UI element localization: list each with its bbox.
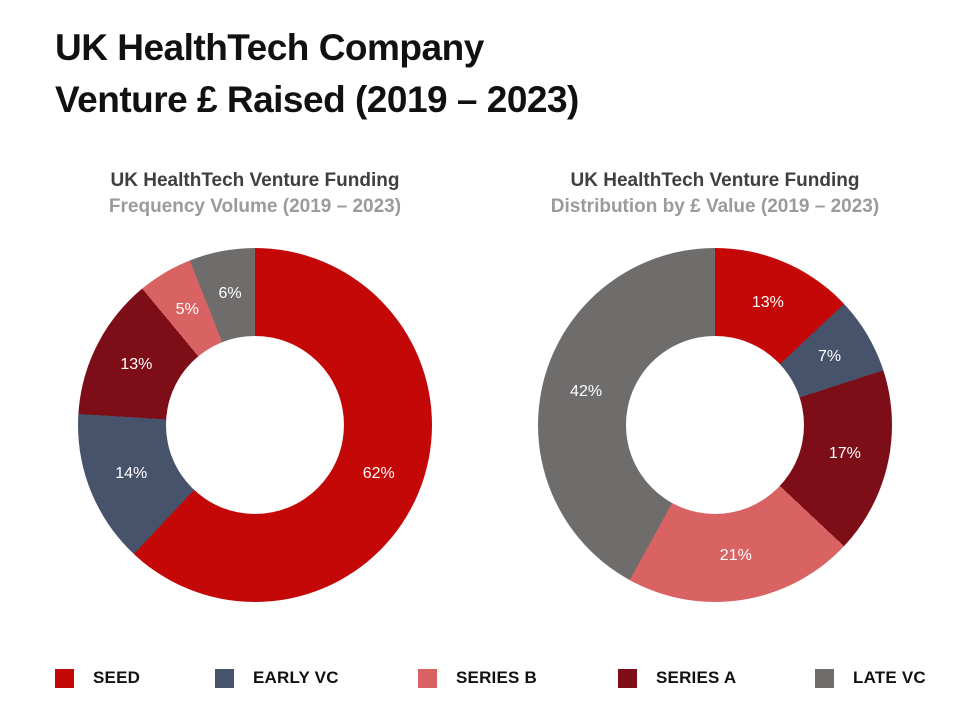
slice-label: 13% xyxy=(751,293,784,311)
slice-label: 42% xyxy=(570,382,603,400)
chart-title-value-line1: UK HealthTech Venture Funding xyxy=(570,170,860,191)
legend-item-seed: SEED xyxy=(55,664,140,692)
slide-title-line1: UK HealthTech Company xyxy=(55,27,484,68)
slice-label: 17% xyxy=(828,445,861,463)
legend-swatch-late-vc xyxy=(815,668,834,688)
slide-title: UK HealthTech Company Venture £ Raised (… xyxy=(55,22,915,126)
slide-title-line2: Venture £ Raised (2019 – 2023) xyxy=(55,79,579,120)
chart-title-frequency-line1: UK HealthTech Venture Funding xyxy=(110,170,400,191)
legend-swatch-early-vc xyxy=(215,668,234,688)
slice-label: 14% xyxy=(115,464,148,482)
legend-item-late-vc: LATE VC xyxy=(815,664,926,692)
slice-label: 13% xyxy=(120,355,153,373)
donut-chart-value: 13% 7% 17% 21% 42% xyxy=(538,248,892,602)
legend-item-early-vc: EARLY VC xyxy=(215,664,339,692)
legend-swatch-series-b xyxy=(418,668,437,688)
slice-label: 62% xyxy=(362,464,395,482)
donut-hole xyxy=(625,335,805,515)
legend-label: EARLY VC xyxy=(253,668,339,687)
chart-title-frequency-line2: Frequency Volume (2019 – 2023) xyxy=(108,196,402,217)
donut-hole xyxy=(165,335,345,515)
legend-item-series-a: SERIES A xyxy=(618,664,736,692)
slice-label: 21% xyxy=(719,547,752,565)
donut-chart-frequency: 62% 14% 13% 5% 6% xyxy=(78,248,432,602)
chart-legend: SEED EARLY VC SERIES B SERIES A LATE VC xyxy=(0,664,960,694)
legend-label: SERIES A xyxy=(656,668,737,687)
slice-label: 5% xyxy=(175,301,199,319)
legend-item-series-b: SERIES B xyxy=(418,664,537,692)
legend-label: LATE VC xyxy=(853,668,926,687)
chart-title-frequency: UK HealthTech Venture Funding Frequency … xyxy=(20,168,490,220)
slice-label: 6% xyxy=(218,285,242,303)
chart-title-value-line2: Distribution by £ Value (2019 – 2023) xyxy=(550,196,880,217)
legend-swatch-series-a xyxy=(618,668,637,688)
legend-label: SEED xyxy=(93,668,141,687)
chart-title-value: UK HealthTech Venture Funding Distributi… xyxy=(480,168,950,220)
legend-swatch-seed xyxy=(55,668,74,688)
slice-label: 7% xyxy=(818,348,842,366)
legend-label: SERIES B xyxy=(456,668,537,687)
